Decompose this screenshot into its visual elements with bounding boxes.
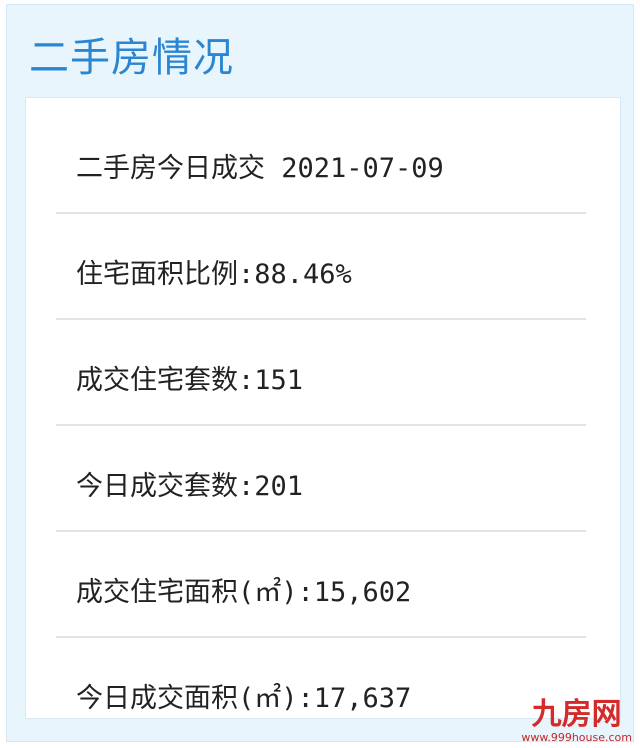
watermark-url: www.999house.com	[521, 731, 632, 744]
stat-text: 今日成交套数:201	[76, 471, 304, 502]
stat-row-today-units: 今日成交套数:201	[56, 426, 586, 532]
second-hand-housing-panel: 二手房情况 二手房今日成交 2021-07-09 住宅面积比例:88.46% 成…	[6, 4, 634, 742]
stat-text: 住宅面积比例:88.46%	[76, 259, 352, 290]
stat-text: 成交住宅面积(㎡):15,602	[76, 577, 412, 608]
stat-row-today-area: 今日成交面积(㎡):17,637	[56, 638, 586, 744]
stat-text: 今日成交面积(㎡):17,637	[76, 683, 412, 714]
watermark-logo: 九房网 www.999house.com	[521, 697, 632, 745]
stat-row-residential-units: 成交住宅套数:151	[56, 320, 586, 426]
stat-row-date: 二手房今日成交 2021-07-09	[56, 108, 586, 214]
stat-text: 二手房今日成交 2021-07-09	[76, 153, 444, 184]
watermark-name: 九房网	[531, 697, 622, 732]
stats-card: 二手房今日成交 2021-07-09 住宅面积比例:88.46% 成交住宅套数:…	[25, 97, 621, 719]
panel-title: 二手房情况	[29, 35, 234, 81]
stat-row-residential-ratio: 住宅面积比例:88.46%	[56, 214, 586, 320]
stat-row-residential-area: 成交住宅面积(㎡):15,602	[56, 532, 586, 638]
stat-text: 成交住宅套数:151	[76, 365, 304, 396]
